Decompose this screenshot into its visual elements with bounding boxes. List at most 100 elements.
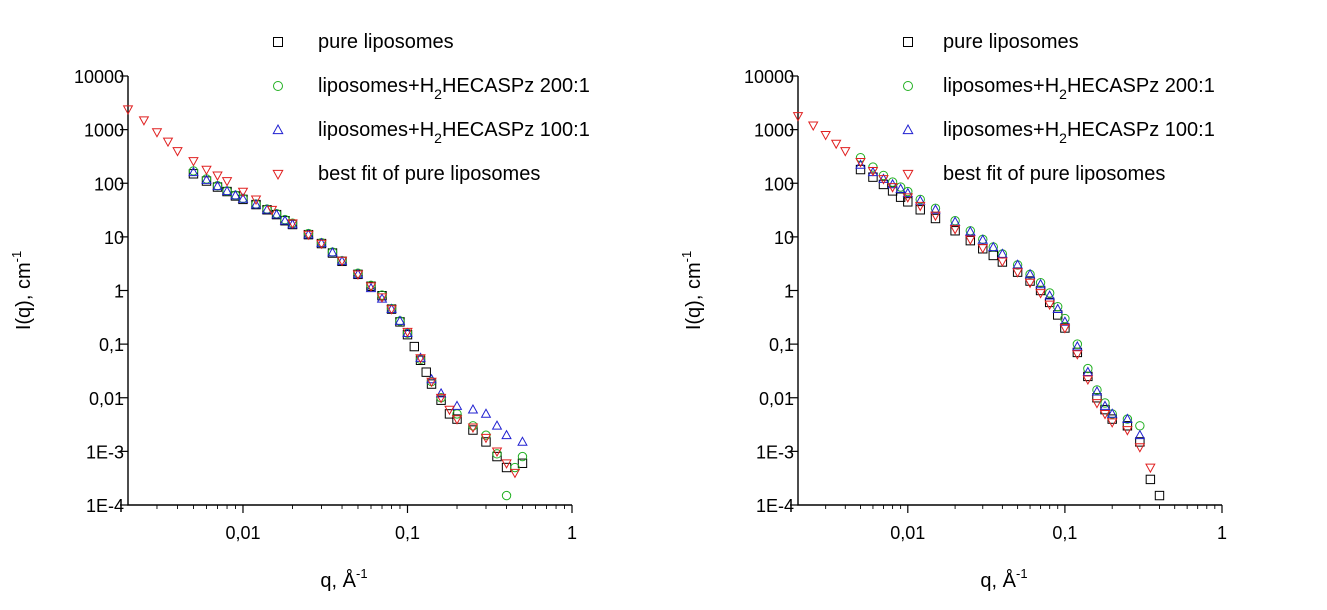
y-tick-label: 10000: [744, 67, 794, 87]
data-point: [365, 282, 377, 292]
data-point: [352, 268, 364, 279]
y-tick-label: 100: [764, 174, 794, 194]
data-point: [855, 159, 866, 169]
data-point: [250, 198, 262, 209]
data-point: [902, 187, 914, 198]
x-axis-title: q, Å-1: [320, 566, 367, 592]
data-point: [988, 250, 998, 261]
data-point: [1092, 393, 1102, 403]
data-point: [468, 425, 478, 435]
data-point: [997, 257, 1008, 267]
data-point: [188, 169, 199, 179]
data-point: [988, 242, 998, 252]
data-point: [949, 225, 961, 235]
data-point: [887, 177, 898, 187]
data-point: [201, 174, 212, 184]
data-point: [1035, 289, 1046, 299]
data-point: [878, 175, 889, 185]
data-point: [978, 234, 988, 245]
data-point: [1134, 443, 1146, 453]
data-point: [451, 415, 463, 425]
data-point: [426, 373, 437, 384]
data-point: [421, 367, 431, 377]
data-point: [327, 246, 338, 257]
data-point: [162, 137, 174, 148]
y-tick-label: 1E-3: [86, 442, 124, 462]
data-point: [1072, 350, 1083, 360]
data-point: [394, 315, 406, 325]
legend-marker: [273, 37, 283, 47]
data-point: [188, 157, 199, 167]
data-point: [1060, 313, 1070, 324]
y-tick-label: 1E-3: [756, 442, 794, 462]
data-point: [977, 234, 989, 244]
series-triangle-down: [122, 105, 521, 479]
data-point: [501, 459, 512, 469]
data-point: [501, 490, 512, 501]
data-point: [1135, 421, 1145, 431]
y-tick-label: 1000: [84, 121, 124, 141]
data-point: [1012, 259, 1023, 269]
legend-marker: [903, 81, 913, 91]
y-tick-label: 0,01: [89, 389, 124, 409]
data-point: [172, 147, 183, 157]
y-tick-label: 1000: [754, 121, 794, 141]
data-point: [492, 449, 502, 459]
data-point: [868, 172, 878, 182]
data-point: [480, 408, 492, 418]
y-axis-title: I(q), cm-1: [679, 251, 705, 330]
y-tick-label: 10: [774, 228, 794, 248]
data-point: [467, 423, 479, 434]
series-circle: [188, 166, 528, 501]
data-point: [830, 139, 842, 150]
data-point: [501, 429, 512, 440]
data-point: [386, 303, 397, 313]
y-tick-label: 1: [114, 282, 124, 302]
data-point: [138, 116, 150, 126]
data-point: [409, 341, 420, 352]
data-point: [1052, 303, 1063, 313]
data-point: [250, 195, 262, 206]
data-point: [316, 239, 327, 250]
data-point: [402, 327, 413, 338]
data-point: [212, 171, 223, 182]
x-tick-label: 1: [1217, 523, 1227, 543]
data-point: [902, 193, 914, 203]
data-point: [1091, 399, 1103, 409]
data-point: [303, 229, 314, 239]
x-tick-label: 0,1: [1052, 523, 1077, 543]
data-point: [415, 354, 426, 364]
data-point: [491, 447, 503, 458]
data-point: [965, 226, 976, 236]
data-point: [237, 193, 249, 203]
data-point: [867, 167, 879, 177]
data-point: [855, 152, 866, 163]
data-point: [1024, 268, 1036, 279]
data-point: [376, 293, 388, 303]
x-axis-title: q, Å-1: [980, 566, 1027, 592]
data-point: [1083, 363, 1093, 374]
data-point: [212, 180, 223, 191]
legend-marker: [273, 81, 283, 91]
data-point: [1134, 429, 1146, 440]
x-tick-label: 1: [567, 523, 577, 543]
data-point: [436, 395, 446, 405]
data-point: [1059, 324, 1071, 334]
series-square: [855, 164, 1165, 501]
data-point: [510, 462, 520, 473]
data-point: [1145, 474, 1156, 485]
data-point: [878, 173, 889, 183]
data-point: [1024, 278, 1036, 289]
data-point: [1100, 398, 1110, 408]
legend-label: pure liposomes: [943, 31, 1079, 53]
data-point: [237, 187, 249, 198]
data-point: [426, 379, 437, 389]
data-point: [316, 237, 327, 248]
data-point: [1106, 418, 1118, 428]
legend-marker: [272, 169, 284, 180]
data-point: [352, 270, 364, 281]
data-point: [855, 158, 866, 168]
data-point: [1092, 385, 1102, 395]
